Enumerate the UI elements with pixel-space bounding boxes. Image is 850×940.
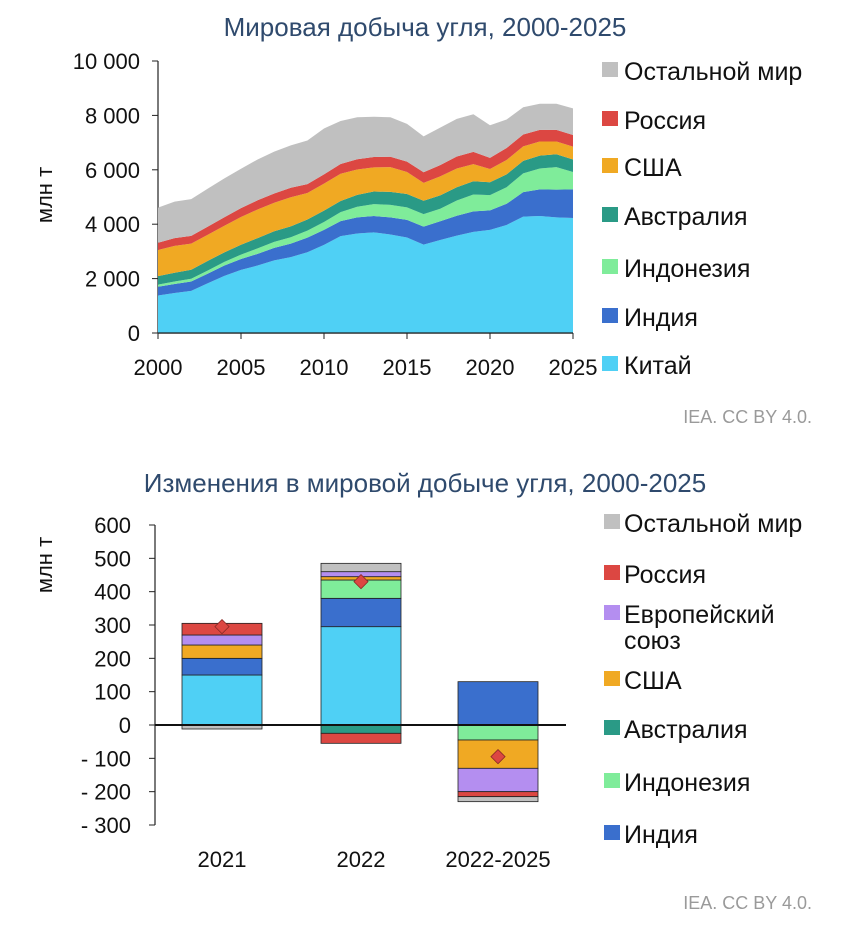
- chart2-bar-2022-2025-европейский-союз: [457, 767, 539, 793]
- chart2-x-tick-label: 2021: [198, 847, 247, 872]
- chart2-net-marker-2022-2025: [490, 749, 506, 765]
- chart2-legend-swatch-индонезия: [604, 773, 620, 788]
- chart2-legend-label-индонезия: Индонезия: [624, 769, 750, 797]
- chart2-legend-label-сша: США: [624, 667, 682, 695]
- chart2-bar-2022-2025-остальной-мир: [457, 796, 539, 803]
- chart1-x-tick-label: 2000: [134, 355, 183, 380]
- chart2-bar-2022-2025-индонезия: [457, 724, 539, 741]
- chart1-svg: 0 2 000 4 000 6 000 8 000 10 000 2000 2005 2010 2…: [32, 49, 812, 427]
- chart2-bar-2022-2025-индия: [457, 681, 539, 726]
- chart2-net-marker-2021: [214, 619, 230, 635]
- chart2-legend-label-остальной-мир: Остальной мир: [624, 510, 802, 538]
- chart1-x-tick-label: 2015: [383, 355, 432, 380]
- chart1-legend-label-китай: Китай: [624, 352, 692, 380]
- chart1-y-tick-label: 6 000: [85, 158, 140, 183]
- chart1-y-tick-label: 0: [128, 321, 140, 346]
- chart2-y-tick-label: 600: [94, 513, 131, 538]
- chart2-bar-2022-китай: [320, 626, 402, 726]
- chart2-bar-2021-сша: [181, 644, 263, 659]
- chart2-net-marker-2022: [353, 574, 369, 590]
- chart1-legend-swatch-россия: [602, 111, 618, 126]
- chart1-legend-label-россия: Россия: [624, 107, 706, 135]
- chart2-x-tick-label: 2022: [337, 847, 386, 872]
- chart2-bar-2022-2025-россия: [457, 791, 539, 798]
- chart1-legend-label-индонезия: Индонезия: [624, 255, 750, 283]
- chart1-area-австралия: [158, 154, 573, 285]
- chart1-source: IEA. CC BY 4.0.: [683, 407, 812, 427]
- chart1-area-китай: [158, 216, 573, 333]
- chart1-y-tick-label: 2 000: [85, 267, 140, 292]
- chart2-y-tick-label: - 200: [81, 780, 131, 805]
- chart1-legend-swatch-индия: [602, 308, 618, 323]
- chart2-y-tick-label: 500: [94, 546, 131, 571]
- chart1-area-индонезия: [158, 167, 573, 287]
- chart2-y-axis-label: млн т: [32, 537, 57, 593]
- chart2-legend-swatch-остальной-мир: [604, 514, 620, 529]
- chart2-legend-label-европейский-союз-line1: Европейский: [624, 601, 775, 629]
- chart2-legend-label-индия: Индия: [624, 821, 698, 849]
- chart1-legend-label-австралия: Австралия: [624, 203, 748, 231]
- chart2-y-tick-label: 0: [119, 713, 131, 738]
- chart1-legend-swatch-австралия: [602, 207, 618, 222]
- chart1-legend-swatch-остальной-мир: [602, 62, 618, 77]
- chart1-area-остальной-мир: [158, 103, 573, 243]
- chart1-x-tick-label: 2010: [300, 355, 349, 380]
- chart2-legend-label-европейский-союз-line2: союз: [624, 627, 681, 655]
- chart2-bar-2021-китай: [181, 674, 263, 726]
- chart1-y-tick-label: 4 000: [85, 212, 140, 237]
- chart2-y-tick-label: - 300: [81, 813, 131, 838]
- chart2-legend-swatch-сша: [604, 671, 620, 686]
- chart2-bar-2021-европейский-союз: [181, 634, 263, 646]
- chart1-legend-label-остальной-мир: Остальной мир: [624, 58, 802, 86]
- chart1-y-tick-label: 10 000: [73, 49, 140, 74]
- chart1-legend-swatch-сша: [602, 158, 618, 173]
- chart2-legend-swatch-европейский-союз: [604, 605, 620, 620]
- chart1-area-сша: [158, 141, 573, 277]
- chart2-legend-label-россия: Россия: [624, 561, 706, 589]
- chart2-y-tick-label: 300: [94, 613, 131, 638]
- chart2-svg: - 300 - 200 - 100 0 100 200 300 400 500 600 млн т 2…: [32, 510, 812, 913]
- chart2-bar-2022-австралия: [320, 724, 402, 734]
- chart2-y-tick-label: 200: [94, 646, 131, 671]
- chart1-x-tick-label: 2025: [549, 355, 598, 380]
- chart1-area-россия: [158, 129, 573, 251]
- chart2-legend-swatch-австралия: [604, 720, 620, 735]
- chart2-bar-2022-остальной-мир: [320, 562, 402, 573]
- chart2-x-tick-label: 2022-2025: [445, 847, 550, 872]
- chart1-legend-label-сша: США: [624, 154, 682, 182]
- chart2-legend-swatch-индия: [604, 825, 620, 840]
- chart1-legend-swatch-индонезия: [602, 259, 618, 274]
- chart1-x-tick-label: 2020: [466, 355, 515, 380]
- chart2-bar-2021-индия: [181, 657, 263, 676]
- chart1-area-индия: [158, 189, 573, 296]
- chart2-bar-2022-россия: [320, 732, 402, 744]
- chart2-title: Изменения в мировой добыче угля, 2000-20…: [143, 468, 707, 498]
- chart1-legend-label-индия: Индия: [624, 304, 698, 332]
- chart2-bar-2022-индия: [320, 597, 402, 628]
- chart2-y-tick-label: 100: [94, 680, 131, 705]
- chart1-legend-swatch-китай: [602, 356, 618, 371]
- chart2-y-tick-label: - 100: [81, 746, 131, 771]
- chart1-x-tick-label: 2005: [217, 355, 266, 380]
- chart1-y-axis-label: млн т: [32, 167, 57, 223]
- chart2-y-tick-label: 400: [94, 580, 131, 605]
- chart2-source: IEA. CC BY 4.0.: [683, 893, 812, 913]
- chart1-title: Мировая добыча угля, 2000-2025: [223, 12, 627, 42]
- chart1-y-tick-label: 8 000: [85, 103, 140, 128]
- chart2-legend-swatch-россия: [604, 565, 620, 580]
- chart2-legend-label-австралия: Австралия: [624, 716, 748, 744]
